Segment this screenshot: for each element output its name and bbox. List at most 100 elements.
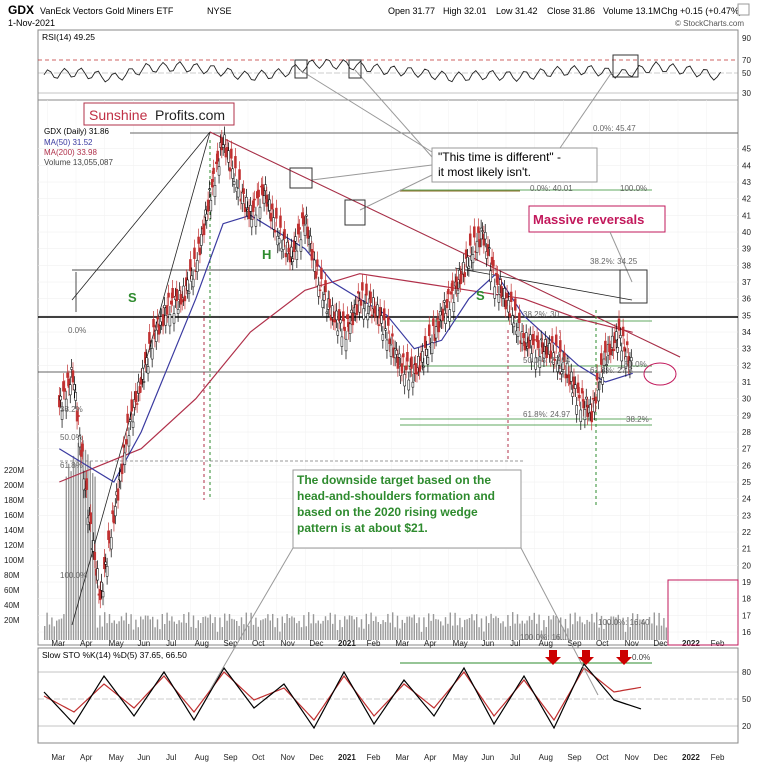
candle-body — [294, 236, 297, 242]
volume-bar — [632, 613, 634, 640]
header-open: Open 31.77 — [388, 6, 435, 16]
vol-tick-label: 100M — [4, 556, 24, 565]
vol-tick-label: 220M — [4, 466, 24, 475]
volume-bar — [300, 627, 303, 640]
candle-body — [610, 335, 614, 348]
volume-bar — [473, 620, 475, 640]
volume-bar — [80, 443, 82, 640]
volume-bar — [605, 619, 607, 640]
volume-bar — [135, 619, 137, 640]
candle-body — [615, 331, 618, 341]
candle-body — [496, 273, 499, 286]
candle-body — [134, 391, 138, 403]
settings-icon[interactable] — [737, 3, 750, 16]
candle-body — [107, 530, 110, 540]
volume-bar — [564, 618, 567, 640]
target-ellipse — [643, 362, 677, 386]
candle-body — [559, 340, 562, 353]
candle-body — [621, 326, 625, 337]
volume-bar — [147, 615, 149, 640]
candle-body — [62, 381, 65, 392]
month-label: Jul — [166, 639, 176, 648]
candle-body — [265, 194, 269, 207]
candle-body — [104, 561, 107, 565]
candle-body — [380, 315, 383, 324]
candle-body — [560, 371, 563, 375]
volume-bar — [572, 624, 574, 640]
candle-body — [195, 260, 199, 272]
fib-r618: 61.8%: 24.97 — [523, 410, 571, 419]
volume-bar — [339, 619, 341, 640]
candle-body — [241, 191, 244, 204]
candle-body — [518, 312, 521, 323]
candle-body — [262, 195, 266, 204]
rsi-tick-label: 50 — [742, 69, 751, 78]
candle-body — [210, 178, 214, 188]
candle-body — [449, 291, 453, 295]
y-tick-label: 29 — [742, 411, 751, 420]
candle-body — [96, 568, 99, 581]
candle-body — [503, 288, 506, 299]
candle-body — [492, 260, 495, 267]
header-low: Low 31.42 — [496, 6, 538, 16]
fib-volbottom: 100.0%: 16... — [520, 633, 567, 642]
candle-body — [585, 396, 588, 400]
volume-bar — [166, 612, 168, 640]
volume-bar — [507, 614, 509, 640]
different-line1: "This time is different" - — [438, 150, 561, 164]
header-close: Close 31.86 — [547, 6, 595, 16]
candle-body — [141, 367, 144, 380]
candle-body — [488, 247, 491, 249]
volume-bar — [346, 619, 348, 640]
candle-body — [444, 313, 447, 324]
y-tick-label: 26 — [742, 461, 751, 470]
candle-body — [565, 362, 569, 376]
y-tick-label: 16 — [742, 628, 751, 637]
candle-body — [389, 344, 393, 357]
candle-body — [369, 291, 372, 304]
candle-body — [411, 381, 415, 388]
volume-bar — [288, 617, 291, 640]
volume-bar — [240, 617, 243, 640]
volume-bar — [207, 617, 209, 640]
candle-body — [576, 382, 580, 393]
month-label: Feb — [367, 753, 381, 762]
legend-price: GDX (Daily) 31.86 — [44, 127, 109, 136]
candle-body — [548, 343, 551, 355]
volume-bar — [281, 616, 283, 640]
volume-bar — [413, 614, 415, 640]
volume-bar — [356, 617, 358, 640]
candle-body — [74, 392, 77, 401]
volume-bar — [368, 624, 370, 640]
candle-body — [362, 308, 365, 320]
volume-bar — [423, 617, 425, 640]
volume-bar — [552, 615, 555, 640]
candle-body — [493, 286, 497, 299]
y-tick-label: 37 — [742, 278, 751, 287]
volume-bar — [296, 623, 298, 640]
volume-bar — [404, 622, 406, 640]
stoch-d-line — [43, 667, 642, 722]
y-tick-label: 32 — [742, 361, 751, 370]
volume-bar — [538, 614, 540, 640]
candle-body — [594, 396, 598, 404]
candle-body — [516, 327, 520, 337]
candle-body — [170, 300, 173, 305]
candle-body — [156, 317, 159, 320]
candle-body — [489, 270, 492, 283]
candle-body — [277, 238, 281, 244]
month-label: Jun — [481, 753, 494, 762]
candle-body — [220, 138, 224, 151]
volume-bar — [171, 616, 173, 640]
candle-body — [142, 381, 146, 383]
volume-bar — [320, 623, 322, 640]
candle-body — [324, 280, 327, 293]
candle-body — [99, 589, 102, 601]
candle-body — [421, 351, 424, 363]
volume-bar — [370, 612, 372, 640]
volume-bar — [72, 455, 75, 640]
different-line2: it most likely isn't. — [438, 165, 531, 179]
month-label: Oct — [596, 753, 609, 762]
candle-body — [583, 409, 587, 421]
volume-bar — [521, 620, 523, 640]
